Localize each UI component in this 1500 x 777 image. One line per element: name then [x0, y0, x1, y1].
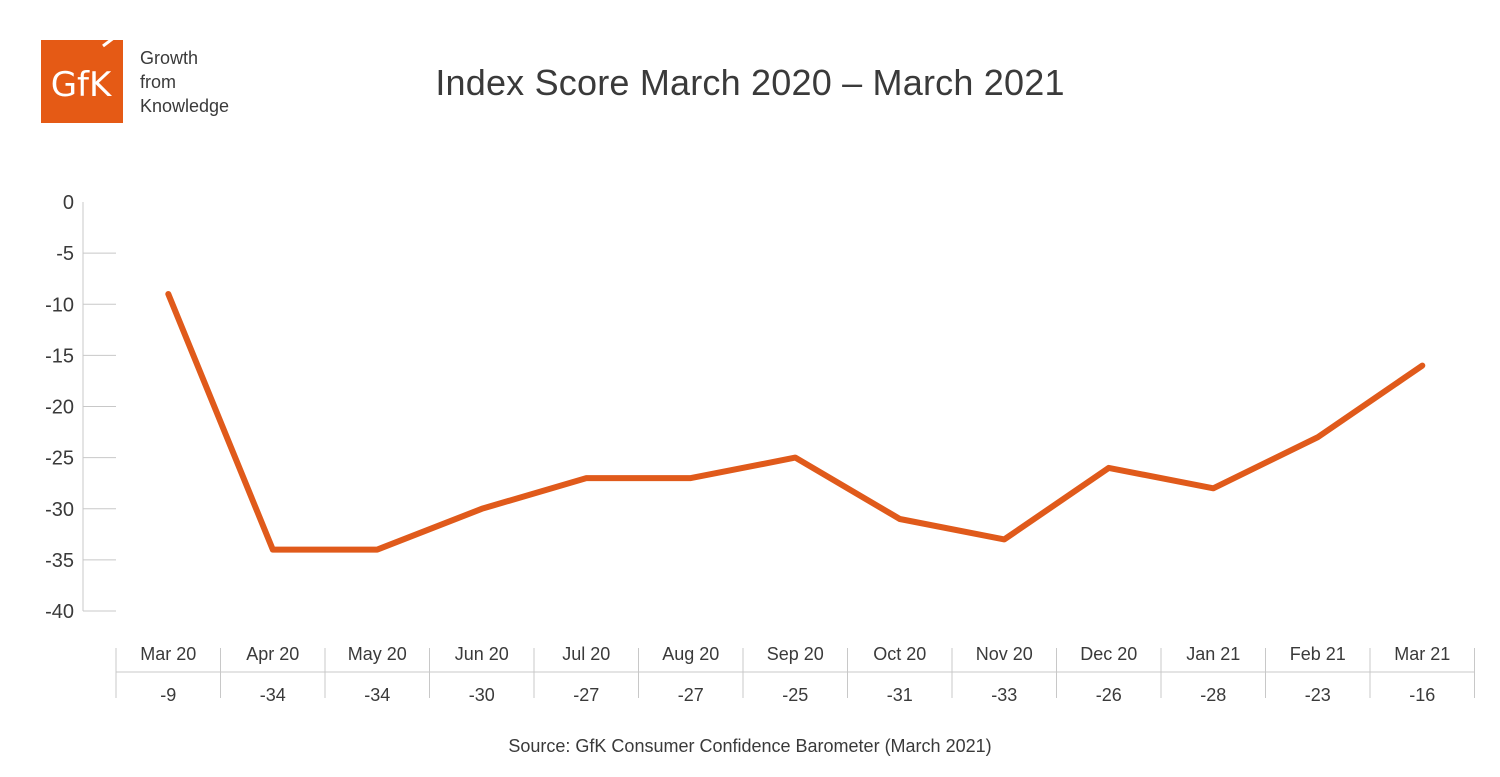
- source-note: Source: GfK Consumer Confidence Baromete…: [508, 736, 992, 756]
- x-category-label: Nov 20: [976, 644, 1033, 664]
- y-tick-label: -15: [45, 345, 74, 367]
- x-category-label: Jan 21: [1186, 644, 1240, 664]
- logo-text: GfK: [51, 65, 113, 105]
- x-category-label: Oct 20: [873, 644, 926, 664]
- data-value-label: -28: [1200, 685, 1226, 705]
- data-value-label: -25: [782, 685, 808, 705]
- x-category-label: Mar 21: [1394, 644, 1450, 664]
- logo-background: [41, 40, 123, 123]
- x-category-label: Mar 20: [140, 644, 196, 664]
- data-value-label: -31: [887, 685, 913, 705]
- data-value-label: -34: [260, 685, 286, 705]
- data-value-label: -33: [991, 685, 1017, 705]
- data-value-label: -27: [678, 685, 704, 705]
- y-tick-label: -30: [45, 499, 74, 521]
- data-value-label: -9: [160, 685, 176, 705]
- x-category-label: Jun 20: [455, 644, 509, 664]
- y-tick-label: -20: [45, 397, 74, 419]
- tagline-line-2: from: [140, 72, 176, 92]
- tagline-line-1: Growth: [140, 48, 199, 68]
- y-tick-label: -35: [45, 550, 74, 572]
- y-tick-label: -40: [45, 601, 74, 623]
- tagline-line-3: Knowledge: [140, 96, 230, 116]
- y-tick-label: -10: [45, 294, 74, 316]
- x-category-label: Jul 20: [562, 644, 610, 664]
- data-value-label: -26: [1096, 685, 1122, 705]
- logo-slash: [102, 40, 114, 48]
- x-category-label: Aug 20: [662, 644, 719, 664]
- x-category-label: Dec 20: [1080, 644, 1137, 664]
- x-category-label: Feb 21: [1290, 644, 1346, 664]
- data-value-label: -16: [1409, 685, 1435, 705]
- data-value-label: -34: [364, 685, 390, 705]
- data-value-label: -23: [1305, 685, 1331, 705]
- x-category-label: Apr 20: [246, 644, 299, 664]
- data-value-label: -27: [573, 685, 599, 705]
- x-category-label: May 20: [348, 644, 407, 664]
- gfk-logo: GfK: [41, 40, 123, 123]
- y-tick-label: 0: [63, 192, 74, 214]
- data-value-label: -30: [469, 685, 495, 705]
- series-line: [165, 291, 1426, 553]
- y-tick-label: -5: [56, 243, 74, 265]
- chart-title: Index Score March 2020 – March 2021: [435, 62, 1065, 103]
- x-category-label: Sep 20: [767, 644, 824, 664]
- y-tick-label: -25: [45, 448, 74, 470]
- brand-tagline: Growth from Knowledge: [140, 46, 229, 118]
